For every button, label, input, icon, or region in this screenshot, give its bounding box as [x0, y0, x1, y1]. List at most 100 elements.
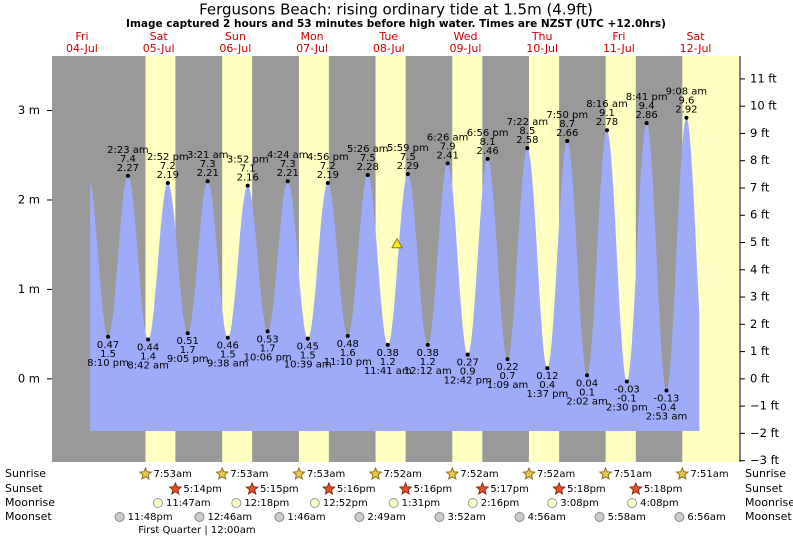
tide-label: -0.03 — [614, 385, 640, 396]
sunset-icon — [628, 481, 643, 495]
tide-label: 7:50 pm — [546, 110, 588, 121]
tide-label: 8:10 pm — [87, 358, 129, 369]
tide-label: 0.53 — [257, 334, 279, 345]
day-weekday: Tue — [378, 30, 398, 43]
moonset-time: 11:48pm — [128, 512, 173, 523]
subtitle: Image captured 2 hours and 53 minutes be… — [126, 18, 666, 30]
sunset-time: 5:16pm — [414, 484, 453, 495]
tide-label: 1.5 — [300, 351, 316, 362]
right-tick-label: 10 ft — [750, 99, 777, 113]
day-weekday: Sat — [150, 30, 169, 43]
sunset-time: 5:14pm — [183, 484, 222, 495]
tide-point — [165, 180, 170, 185]
right-tick-label: 5 ft — [750, 235, 770, 249]
tide-label: 7.2 — [160, 161, 176, 172]
right-tick-label: 1 ft — [750, 344, 770, 358]
row-label: Sunset — [745, 482, 783, 495]
sunset-icon — [552, 481, 567, 495]
day-date: 09-Jul — [450, 42, 482, 55]
tide-label: 2:53 am — [646, 411, 688, 422]
sunrise-time: 7:52am — [384, 469, 422, 480]
tide-label: 9.6 — [678, 96, 694, 107]
moonrise-icon — [627, 498, 638, 508]
tide-area — [90, 117, 700, 431]
sunrise-time: 7:53am — [153, 469, 191, 480]
sunrise-icon — [368, 466, 383, 480]
left-tick-label: 1 m — [18, 282, 40, 296]
tide-label: 0.51 — [177, 336, 199, 347]
sunrise-icon — [445, 466, 460, 480]
moonrise-time: 12:18pm — [244, 498, 289, 509]
moonset-time: 5:58am — [608, 512, 646, 523]
sunset-icon — [321, 481, 336, 495]
tide-point — [265, 329, 270, 334]
moonset-icon — [194, 512, 205, 522]
day-weekday: Thu — [531, 30, 553, 43]
tide-point — [245, 183, 250, 188]
moonset-time: 4:56am — [528, 512, 566, 523]
tide-point — [305, 336, 310, 341]
right-tick-label: 0 ft — [750, 371, 770, 385]
tide-label: 0.7 — [500, 371, 516, 382]
sunset-time: 5:18pm — [567, 484, 606, 495]
tide-point — [205, 179, 210, 184]
tide-point — [405, 172, 410, 177]
tide-label: 5:59 pm — [387, 143, 429, 154]
moonset-time: 2:49am — [367, 512, 405, 523]
moonset-icon — [674, 512, 685, 522]
day-weekday: Sun — [225, 30, 246, 43]
tide-point — [106, 334, 111, 339]
sunset-icon — [245, 481, 260, 495]
tide-label: 9.1 — [599, 108, 615, 119]
tide-label: 3:52 pm — [227, 155, 269, 166]
tide-label: 7.9 — [440, 141, 456, 152]
tide-label: 7:22 am — [507, 117, 549, 128]
tide-label: 8:41 pm — [626, 92, 668, 103]
moonset-icon — [514, 512, 525, 522]
tide-label: 0.38 — [417, 348, 439, 359]
moonset-time: 6:56am — [687, 512, 725, 523]
tide-label: 0.9 — [460, 367, 476, 378]
tide-label: 2.58 — [516, 135, 538, 146]
moonrise-time: 2:16pm — [481, 498, 520, 509]
day-weekday: Fri — [75, 30, 88, 43]
moonset-time: 12:46am — [207, 512, 252, 523]
day-weekday: Wed — [453, 30, 477, 43]
day-date: 07-Jul — [296, 42, 328, 55]
moonset-time: 3:52am — [447, 512, 485, 523]
tide-label: -0.1 — [617, 394, 637, 405]
row-label: Moonset — [5, 510, 52, 523]
day-date: 12-Jul — [680, 42, 712, 55]
tide-label: 2.19 — [157, 170, 179, 181]
tide-point — [585, 373, 590, 378]
tide-label: 0.44 — [137, 342, 159, 353]
tide-point — [565, 138, 570, 143]
tide-label: 4:24 am — [267, 150, 309, 161]
sunrise-icon — [215, 466, 230, 480]
tide-point — [385, 342, 390, 347]
right-tick-label: 2 ft — [750, 317, 770, 331]
tide-label: 2:23 am — [107, 145, 149, 156]
tide-label: 1.7 — [180, 345, 196, 356]
tide-label: 7.2 — [320, 161, 336, 172]
tide-label: 1:37 pm — [526, 389, 568, 400]
tide-label: 7.3 — [200, 159, 216, 170]
tide-label: 9.4 — [639, 101, 655, 112]
tide-label: 1.5 — [220, 350, 236, 361]
tide-label: 10:06 pm — [244, 352, 292, 363]
sunset-icon — [398, 481, 413, 495]
tide-label: 8.1 — [480, 137, 496, 148]
tide-label: 7.3 — [280, 159, 296, 170]
tide-label: 4:56 pm — [307, 152, 349, 163]
tide-label: 2.78 — [596, 117, 618, 128]
day-date: 05-Jul — [143, 42, 175, 55]
tide-label: 2.21 — [197, 168, 219, 179]
current-level-marker — [391, 237, 403, 249]
right-tick-label: 4 ft — [750, 262, 770, 276]
moonset-icon — [434, 512, 445, 522]
row-label: Moonrise — [5, 496, 55, 509]
tide-label: 0.1 — [579, 387, 595, 398]
tide-point — [285, 179, 290, 184]
right-tick-label: −3 ft — [750, 453, 779, 467]
sunrise-time: 7:51am — [614, 469, 652, 480]
